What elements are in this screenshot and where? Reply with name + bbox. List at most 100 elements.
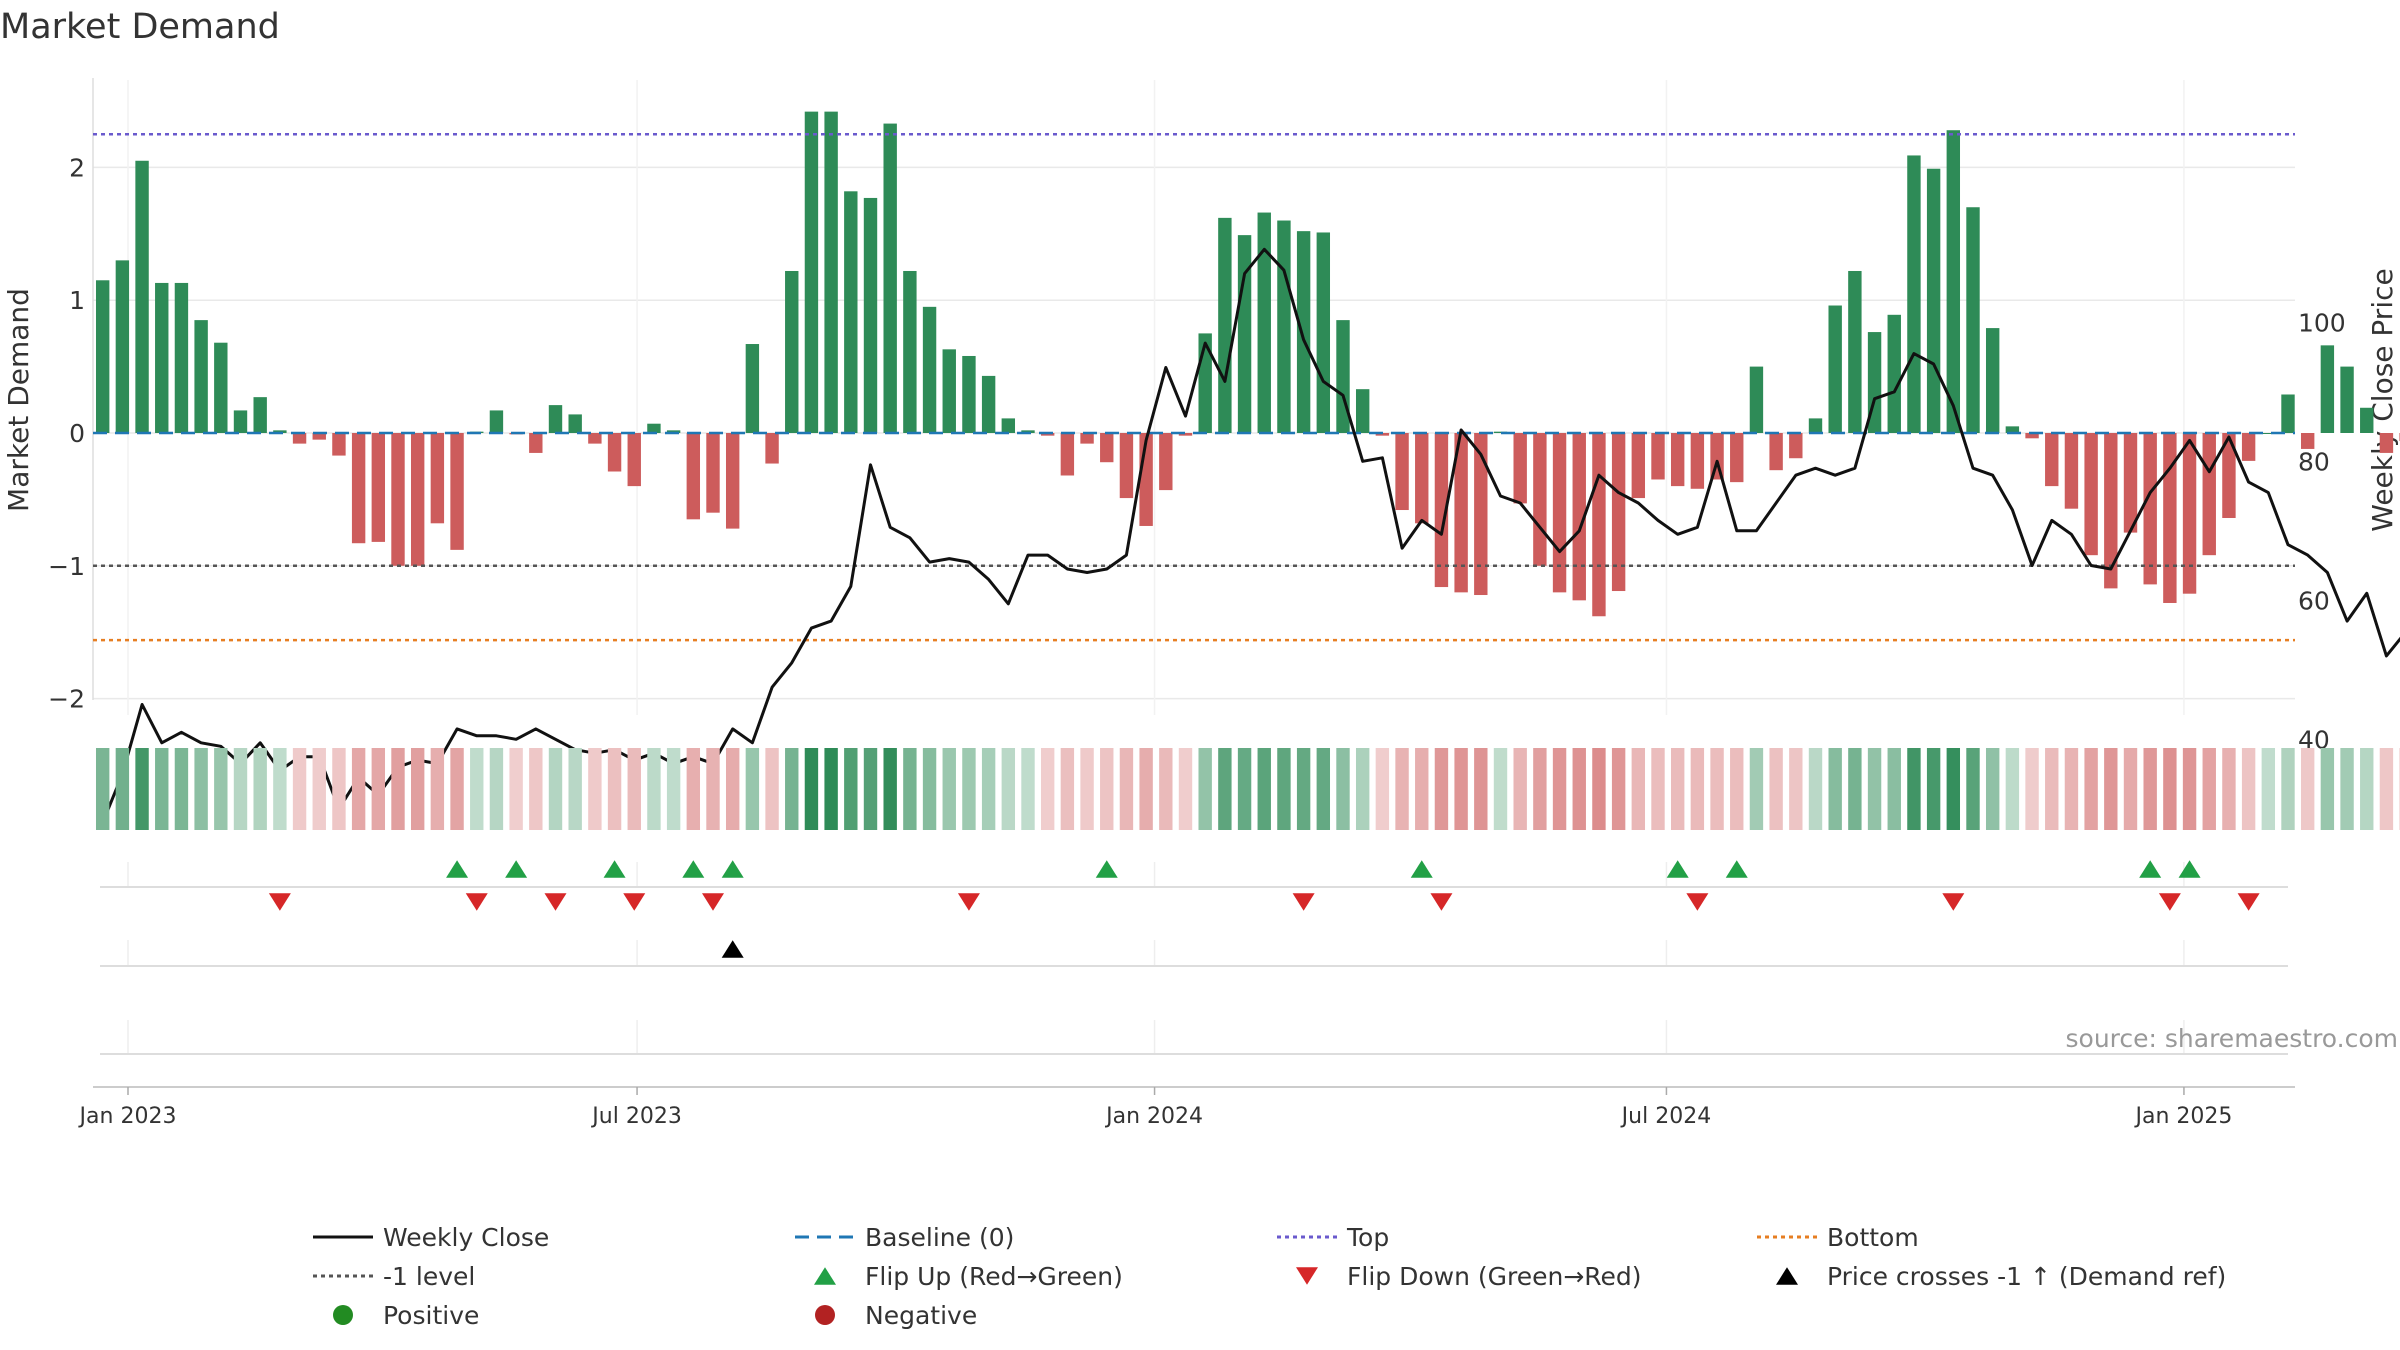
legend-item: Bottom [1757, 1223, 1919, 1252]
demand-strip-cell [2123, 748, 2138, 830]
demand-bar [391, 433, 405, 566]
demand-bar [95, 280, 110, 433]
demand-bar [2025, 433, 2039, 439]
demand-strip-cell [1040, 748, 1055, 830]
demand-strip-cell [824, 748, 838, 830]
demand-strip-cell [2005, 748, 2020, 830]
demand-strip-cell [1296, 748, 1311, 830]
demand-strip-cell [2104, 748, 2118, 830]
demand-bar [1808, 418, 1823, 433]
demand-strip-cell [391, 748, 405, 830]
demand-strip-cell [2182, 748, 2197, 830]
demand-strip-cell [1828, 748, 1842, 830]
demand-bar [824, 111, 838, 434]
flip-down-marker [465, 893, 488, 911]
demand-strip-cell [214, 748, 228, 830]
demand-strip-cell [1749, 748, 1764, 830]
demand-bar [1789, 433, 1803, 459]
demand-strip-cell [1572, 748, 1586, 830]
flip-up-marker [1095, 860, 1118, 878]
y2-axis-label: Weekly Close Price [2366, 268, 2399, 531]
demand-strip-cell [135, 748, 149, 830]
demand-strip-cell [942, 748, 956, 830]
flip-up-marker [2139, 860, 2162, 878]
demand-bar [351, 433, 366, 544]
empty-signal-panel [100, 1020, 2288, 1055]
flip-down-marker [1942, 893, 1965, 911]
demand-strip-cell [273, 748, 287, 830]
y-tick-label: −2 [48, 685, 85, 714]
source-annotation: source: sharemaestro.com [2066, 1024, 2399, 1053]
demand-bar [1178, 433, 1193, 436]
demand-bar [135, 160, 149, 433]
demand-strip-cell [470, 748, 484, 830]
demand-bar [2281, 394, 2295, 433]
demand-bar [1100, 433, 1114, 463]
legend-item: Weekly Close [313, 1223, 549, 1252]
demand-strip-cell [627, 748, 641, 830]
demand-strip-cell [1218, 748, 1232, 830]
demand-bar [489, 410, 504, 433]
demand-strip-cell [745, 748, 760, 830]
demand-strip-cell [509, 748, 523, 830]
demand-bar [430, 433, 445, 524]
legend-label: Top [1346, 1223, 1389, 1252]
demand-bar [1730, 433, 1744, 483]
demand-bar [2241, 433, 2256, 461]
demand-strip-cell [2045, 748, 2059, 830]
demand-strip-cell [1355, 748, 1370, 830]
flip-down-marker [702, 893, 724, 911]
demand-bar [253, 397, 267, 433]
demand-strip-cell [844, 748, 858, 830]
demand-strip-cell [194, 748, 208, 830]
demand-strip-cell [883, 748, 897, 830]
demand-strip-cell [2143, 748, 2157, 830]
x-tick-label: Jan 2024 [1104, 1104, 1203, 1129]
x-tick-label: Jul 2023 [590, 1104, 682, 1129]
demand-strip-cell [115, 748, 130, 830]
demand-strip-cell [351, 748, 366, 830]
legend-swatch [815, 1305, 835, 1325]
demand-bar [883, 123, 897, 434]
demand-strip-cell [450, 748, 464, 830]
demand-strip-cell [1198, 748, 1212, 830]
demand-strip-cell [2340, 748, 2354, 830]
demand-bar [115, 260, 130, 433]
demand-strip-cell [430, 748, 445, 830]
demand-bar [1395, 433, 1409, 511]
demand-strip-cell [2222, 748, 2236, 830]
demand-strip-cell [2241, 748, 2256, 830]
demand-strip-cell [1237, 748, 1252, 830]
demand-bar [588, 433, 602, 444]
legend-item: Flip Down (Green→Red) [1296, 1262, 1642, 1291]
demand-bar [1907, 155, 1921, 433]
demand-bar [1316, 232, 1331, 433]
demand-strip-cell [1966, 748, 1980, 830]
demand-strip-cell [2360, 748, 2374, 830]
demand-bar [2261, 433, 2276, 434]
demand-strip-cell [1808, 748, 1823, 830]
demand-bar [1749, 366, 1764, 433]
demand-bar [1021, 430, 1035, 433]
demand-bar [607, 433, 622, 472]
demand-strip-cell [1021, 748, 1035, 830]
y-tick-label: 1 [69, 286, 85, 315]
demand-strip-cell [1848, 748, 1862, 830]
demand-bar [981, 375, 996, 433]
demand-strip-cell [2025, 748, 2039, 830]
demand-strip-cell [312, 748, 326, 830]
demand-bar [1159, 433, 1173, 491]
demand-bar [1060, 433, 1075, 476]
demand-strip-cell [1769, 748, 1783, 830]
demand-strip-cell [1631, 748, 1646, 830]
demand-strip-cell [666, 748, 681, 830]
demand-strip-cell [1946, 748, 1961, 830]
flip-up-marker [1666, 860, 1689, 878]
price-cross-marker [721, 940, 744, 958]
demand-strip-cell [548, 748, 563, 830]
demand-bar [1513, 433, 1527, 504]
demand-strip-cell [1178, 748, 1193, 830]
demand-bar [706, 433, 720, 513]
demand-bar [174, 282, 189, 433]
demand-strip-cell [1710, 748, 1724, 830]
